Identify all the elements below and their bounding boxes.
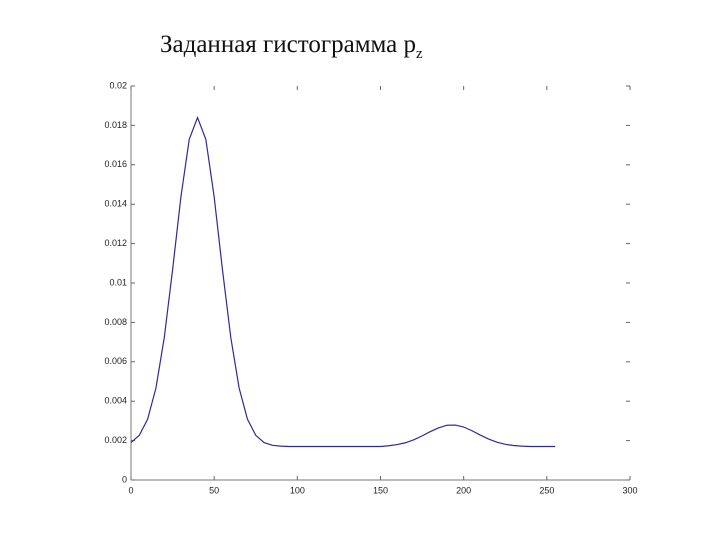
title-subscript: z	[416, 46, 423, 62]
y-tick-label: 0.018	[104, 120, 127, 130]
y-tick-label: 0.02	[109, 80, 127, 90]
x-tick-label: 100	[290, 485, 305, 495]
title-main: Заданная гистограмма p	[160, 31, 416, 58]
x-tick-label: 50	[209, 485, 219, 495]
y-tick-label: 0.012	[104, 238, 127, 248]
x-tick-label: 300	[622, 485, 637, 495]
y-tick-label: 0.008	[104, 317, 127, 327]
x-tick-label: 150	[373, 485, 388, 495]
y-tick-label: 0.014	[104, 199, 127, 209]
y-tick-label: 0	[122, 474, 127, 484]
line-series	[130, 115, 556, 448]
x-tick-label: 0	[128, 485, 133, 495]
y-tick-label: 0.004	[104, 396, 127, 406]
x-tick-label: 250	[539, 485, 554, 495]
y-tick-label: 0.01	[109, 277, 127, 287]
y-tick-label: 0.002	[104, 435, 127, 445]
x-tick-label: 200	[456, 485, 471, 495]
chart-title: Заданная гистограмма pz	[160, 31, 423, 62]
y-tick-label: 0.006	[104, 356, 127, 366]
y-tick-label: 0.016	[104, 159, 127, 169]
